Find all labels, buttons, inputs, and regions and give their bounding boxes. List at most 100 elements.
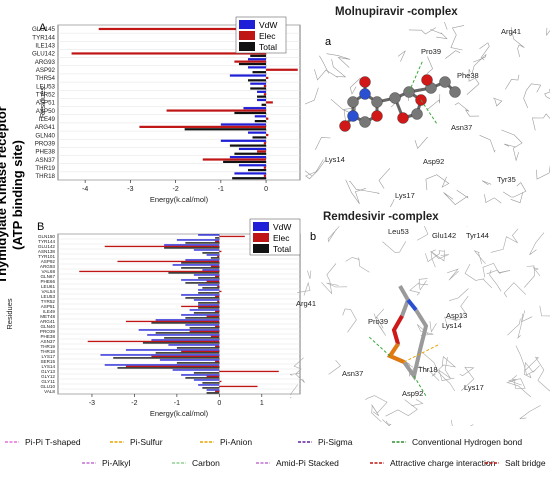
bar-vdw-asp51 [257, 99, 266, 101]
bar-total-thr18 [232, 177, 266, 179]
interaction-legend-label-5: Pi-Alkyl [102, 458, 130, 468]
interaction-legend-label-6: Carbon [192, 458, 220, 468]
residue-stick [451, 420, 473, 426]
y-axis-label: Residues [38, 87, 47, 119]
residue-stick [431, 252, 449, 268]
residue-stick [410, 281, 427, 296]
ligand-oxygen-segment [394, 316, 402, 344]
bar-elec-tyr52 [264, 93, 266, 95]
bar-total-pro39 [230, 144, 266, 146]
bar-elec-gln40 [215, 326, 219, 327]
bar-elec-phe66 [207, 281, 220, 282]
bar-vdw-tyr144 [177, 239, 219, 240]
residue-stick [491, 229, 518, 253]
x-tick-label: -3 [127, 186, 133, 193]
bar-total-thr19 [177, 347, 219, 348]
bar-total-arg93 [239, 63, 266, 65]
ligand-atom [412, 109, 423, 120]
residue-stick [329, 360, 341, 374]
bar-elec-asp92 [266, 69, 298, 71]
residue-stick [359, 257, 370, 272]
bar-vdw-leu53 [181, 294, 219, 295]
hydrogen-bond [409, 60, 423, 92]
bar-total-val8 [207, 392, 220, 393]
bar-total-gln67 [198, 277, 219, 278]
bar-total-phe66 [185, 282, 219, 283]
bar-total-val54 [198, 292, 219, 293]
bar-elec-ile49 [215, 311, 219, 312]
bar-vdw-gln67 [194, 274, 219, 275]
ligand-nitrogen-segment [408, 300, 416, 310]
residue-stick [290, 385, 298, 408]
bar-vdw-val8 [207, 389, 220, 390]
residue-stick [426, 175, 449, 190]
bar-total-asn138 [202, 252, 219, 253]
bar-total-glu142 [164, 247, 219, 248]
legend-label-total: Total [259, 42, 277, 52]
category-label: GLU145 [32, 26, 56, 33]
bar-elec-ser15 [215, 361, 219, 362]
residue-stick [444, 190, 468, 205]
bar-vdw-arg41 [221, 123, 266, 125]
bar-vdw-tyr101 [207, 254, 220, 255]
legend-label-total: Total [273, 244, 291, 254]
bar-total-arg41 [151, 322, 219, 323]
ligand-atom [390, 93, 401, 104]
ligand-atom [360, 89, 371, 100]
bar-total-ile49 [194, 312, 219, 313]
residue-label-phe38: Phe38 [457, 71, 479, 80]
bar-vdw-phe38 [239, 148, 266, 150]
bar-vdw-val54 [198, 289, 219, 290]
bar-vdw-tyr52 [257, 91, 266, 93]
bar-elec-tyr52 [217, 301, 219, 302]
residue-label-asn37: Asn37 [342, 369, 363, 378]
category-label: THR18 [35, 173, 55, 180]
residue-stick [321, 264, 336, 294]
ligand-atom [440, 77, 451, 88]
bar-total-gly11 [202, 382, 219, 383]
category-label: VAL8 [44, 389, 55, 394]
bar-vdw-asn37 [151, 339, 219, 340]
bar-vdw-thr19 [239, 164, 266, 166]
residue-label-glu142: Glu142 [432, 231, 456, 240]
residue-stick [427, 57, 433, 74]
x-tick-label: 1 [260, 400, 264, 407]
bar-total-pro39 [156, 332, 220, 333]
ligand-atom [450, 87, 461, 98]
bar-elec-thr19 [264, 167, 266, 169]
residue-label-lys17: Lys17 [464, 383, 484, 392]
residue-stick [350, 78, 360, 94]
category-label: ARG93 [35, 59, 56, 66]
bar-elec-tyr144 [215, 241, 219, 242]
x-tick-label: 0 [217, 400, 221, 407]
bar-elec-arg41 [126, 321, 219, 322]
bar-total-asp51 [198, 307, 219, 308]
category-label: THR54 [35, 75, 55, 82]
bar-elec-phe38 [257, 150, 266, 152]
legend-label-elec: Elec [273, 233, 290, 243]
bar-vdw-asp51 [198, 304, 219, 305]
ligand-phosphate-segment [390, 344, 404, 362]
residue-stick [455, 103, 479, 117]
residue-label-thr18: Thr18 [418, 365, 438, 374]
bar-total-leu61 [202, 287, 219, 288]
residue-stick [508, 319, 521, 335]
bar-elec-thr19 [215, 346, 219, 347]
ligand-atom [340, 121, 351, 132]
bar-elec-thr18 [264, 175, 266, 177]
bar-total-leu53 [185, 297, 219, 298]
residue-label-tyr144: Tyr144 [466, 231, 489, 240]
bar-vdw-gly11 [194, 379, 219, 380]
bar-vdw-gly12 [181, 374, 219, 375]
residue-stick [428, 94, 440, 109]
bar-vdw-phe38 [147, 334, 219, 335]
residue-label-arg41: Arg41 [296, 299, 316, 308]
residue-stick [493, 98, 502, 106]
energy-bar-chart-remdesivir: GLN150TYR144GLU142ASN138TYR101ASP92ARG93… [0, 215, 310, 430]
residue-stick [305, 166, 312, 179]
residue-stick [445, 51, 460, 59]
residue-stick [451, 25, 464, 50]
bar-vdw-glu142 [164, 244, 219, 245]
